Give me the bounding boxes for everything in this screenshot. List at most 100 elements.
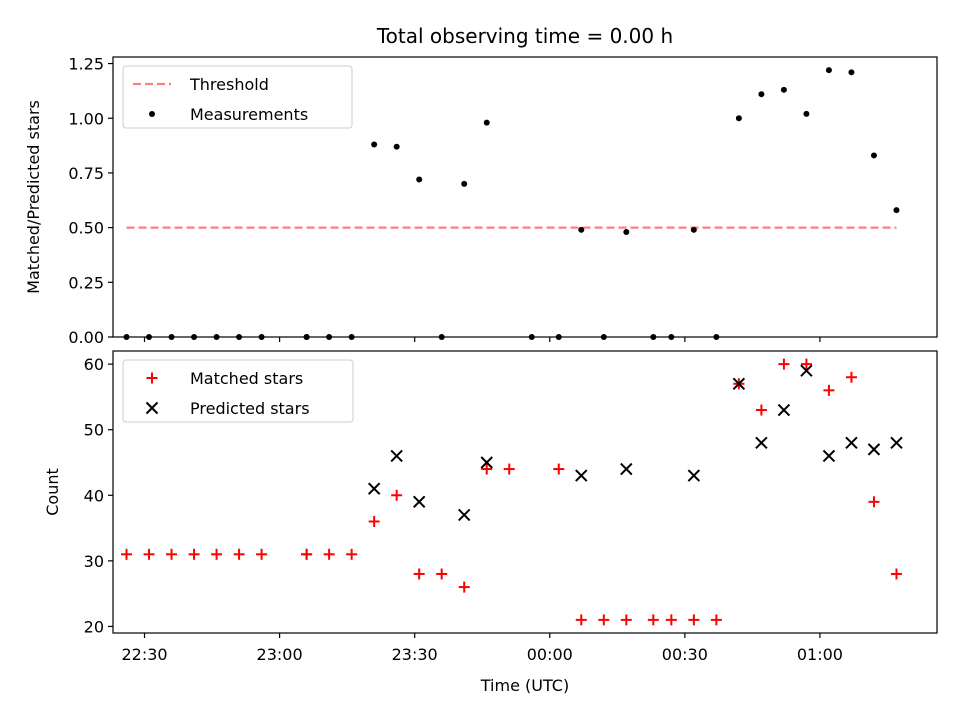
x-b — [822, 449, 836, 463]
x-b — [890, 436, 903, 450]
measurement-point — [483, 119, 490, 126]
y-axis-label: Matched/Predicted stars — [24, 100, 43, 294]
matched-star-point — [710, 614, 722, 626]
predicted-star-point — [822, 449, 836, 463]
matched-star-point — [256, 548, 268, 560]
x-b — [845, 436, 858, 450]
predicted-star-point — [620, 462, 633, 476]
x-b — [412, 495, 426, 509]
matched-star-point — [391, 489, 403, 501]
legend-label: Threshold — [189, 75, 269, 94]
legend: Matched stars Predicted stars — [122, 359, 354, 423]
y-tick-label: 1.00 — [68, 109, 104, 128]
matched-star-point — [301, 548, 313, 560]
measurement-point — [393, 143, 400, 150]
predicted-star-point — [777, 403, 791, 417]
matched-star-point — [188, 548, 200, 560]
predicted-star-point — [575, 469, 588, 482]
predicted-star-point — [412, 495, 426, 509]
y-tick-label: 20 — [84, 617, 104, 636]
matched-star-point — [481, 463, 493, 475]
legend-swatch — [146, 372, 158, 384]
matched-star-point — [890, 568, 902, 580]
predicted-star-point — [890, 436, 903, 450]
x-b — [777, 403, 791, 417]
legend-swatch — [149, 111, 155, 117]
matched-star-point — [755, 404, 767, 416]
predicted-star-point — [458, 508, 471, 522]
matched-star-point — [778, 358, 790, 370]
measurement-point — [870, 152, 877, 159]
series-matched-stars — [121, 358, 902, 626]
x-tick-label: 00:00 — [527, 645, 573, 664]
x-b — [390, 449, 403, 463]
y-tick-label: 40 — [84, 486, 104, 505]
predicted-star-point — [480, 456, 493, 469]
y-tick-label: 0.00 — [68, 328, 104, 347]
legend-box — [122, 359, 354, 423]
ratio-panel: 0.00 0.25 0.50 0.75 1.00 1.25 Matched/Predicte… — [24, 55, 938, 347]
x-b — [800, 364, 813, 377]
measurement-point — [578, 226, 585, 233]
x-b — [480, 456, 493, 469]
series-predicted-stars — [367, 364, 903, 522]
measurement-point — [623, 229, 630, 235]
x-tick-label: 00:30 — [662, 645, 708, 664]
matched-star-point — [620, 614, 632, 626]
measurement-point — [893, 207, 900, 214]
measurement-point — [780, 86, 787, 93]
matched-star-point — [688, 614, 700, 626]
x-tick-label: 23:30 — [392, 645, 438, 664]
matched-star-point — [868, 496, 880, 508]
y-tick-label: 0.75 — [68, 164, 104, 183]
matched-star-point — [553, 463, 565, 475]
predicted-star-point — [687, 469, 701, 482]
x-b — [732, 377, 746, 390]
matched-star-point — [166, 548, 178, 560]
x-tick-label: 22:30 — [121, 645, 167, 664]
legend-box — [122, 65, 353, 129]
matched-star-point — [665, 614, 677, 626]
legend-label: Predicted stars — [190, 399, 310, 418]
y-tick-label: 1.25 — [68, 55, 104, 74]
matched-star-point — [323, 548, 335, 560]
predicted-star-point — [367, 482, 381, 495]
matched-star-point — [121, 548, 133, 560]
matched-star-point — [575, 614, 587, 626]
measurement-point — [735, 115, 742, 122]
matched-star-point — [143, 548, 155, 560]
predicted-star-point — [845, 436, 858, 450]
matched-star-point — [211, 548, 223, 560]
x-b — [367, 482, 381, 495]
x-b — [687, 469, 701, 482]
x-b — [575, 469, 588, 482]
matched-star-point — [368, 516, 380, 528]
x-tick-label: 23:00 — [257, 645, 303, 664]
axes-frame — [112, 350, 938, 634]
matched-star-point — [346, 548, 358, 560]
legend-label: Measurements — [190, 105, 308, 124]
predicted-star-point — [867, 443, 881, 456]
y-tick-label: 0.50 — [68, 219, 104, 238]
x-axis-label: Time (UTC) — [480, 676, 569, 695]
measurement-point — [371, 141, 378, 148]
matched-star-point — [458, 581, 470, 593]
x-b — [620, 462, 633, 476]
legend: Threshold Measurements — [122, 65, 353, 129]
matched-star-point — [598, 614, 610, 626]
y-tick-label: 60 — [84, 355, 104, 374]
count-panel: 20 30 40 50 60 22:30 23:00 23:30 00:00 00:30 01:00… — [43, 350, 938, 695]
matched-star-point — [647, 614, 659, 626]
x-tick-label: 01:00 — [797, 645, 843, 664]
measurement-point — [416, 176, 423, 183]
axes-frame — [112, 56, 938, 338]
y-axis-label: Count — [43, 468, 62, 516]
predicted-star-point — [732, 377, 746, 390]
matched-star-point — [413, 568, 425, 580]
matched-star-point — [845, 371, 857, 383]
y-tick-label: 50 — [84, 421, 104, 440]
matched-star-point — [503, 463, 515, 475]
x-b — [755, 436, 768, 450]
matched-star-point — [800, 358, 812, 370]
